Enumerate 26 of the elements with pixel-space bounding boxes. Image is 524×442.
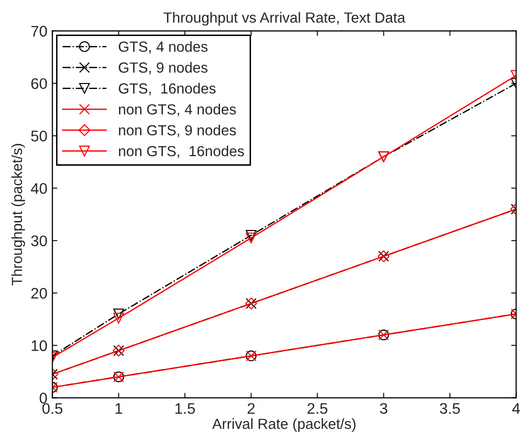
y-axis-title: Throughput (packet/s) <box>11 144 25 286</box>
x-axis-title: Arrival Rate (packet/s) <box>212 418 356 432</box>
x-tick-label: 0.5 <box>42 403 62 414</box>
x-tick-label: 4 <box>512 403 520 414</box>
x-tick-label: 1.5 <box>175 403 195 414</box>
legend-label: GTS, 4 nodes <box>118 41 208 54</box>
legend-label: GTS, 16nodes <box>118 82 216 96</box>
x-tick-label: 1 <box>116 403 122 414</box>
x-tick-label: 3.5 <box>440 403 460 414</box>
legend-label: non GTS, 9 nodes <box>118 124 236 138</box>
legend-label: non GTS, 16nodes <box>118 146 244 158</box>
x-tick-label: 3 <box>380 403 388 414</box>
point <box>246 232 257 244</box>
y-tick-label: 60 <box>31 78 47 90</box>
y-tick-label: 10 <box>32 340 47 352</box>
y-tick-label: 20 <box>31 288 47 299</box>
chart-title: Throughput vs Arrival Rate, Text Data <box>164 12 406 26</box>
y-tick-label: 30 <box>31 235 47 246</box>
x-tick-label: 2 <box>248 403 255 414</box>
legend-label: GTS, 9 nodes <box>118 62 208 74</box>
x-tick-label: 2.5 <box>308 403 328 414</box>
y-tick-label: 0 <box>40 392 47 404</box>
legend-label: non GTS, 4 nodes <box>118 104 236 116</box>
y-tick-label: 50 <box>31 130 47 142</box>
y-tick-label: 70 <box>31 26 47 37</box>
y-tick-label: 40 <box>30 183 47 194</box>
